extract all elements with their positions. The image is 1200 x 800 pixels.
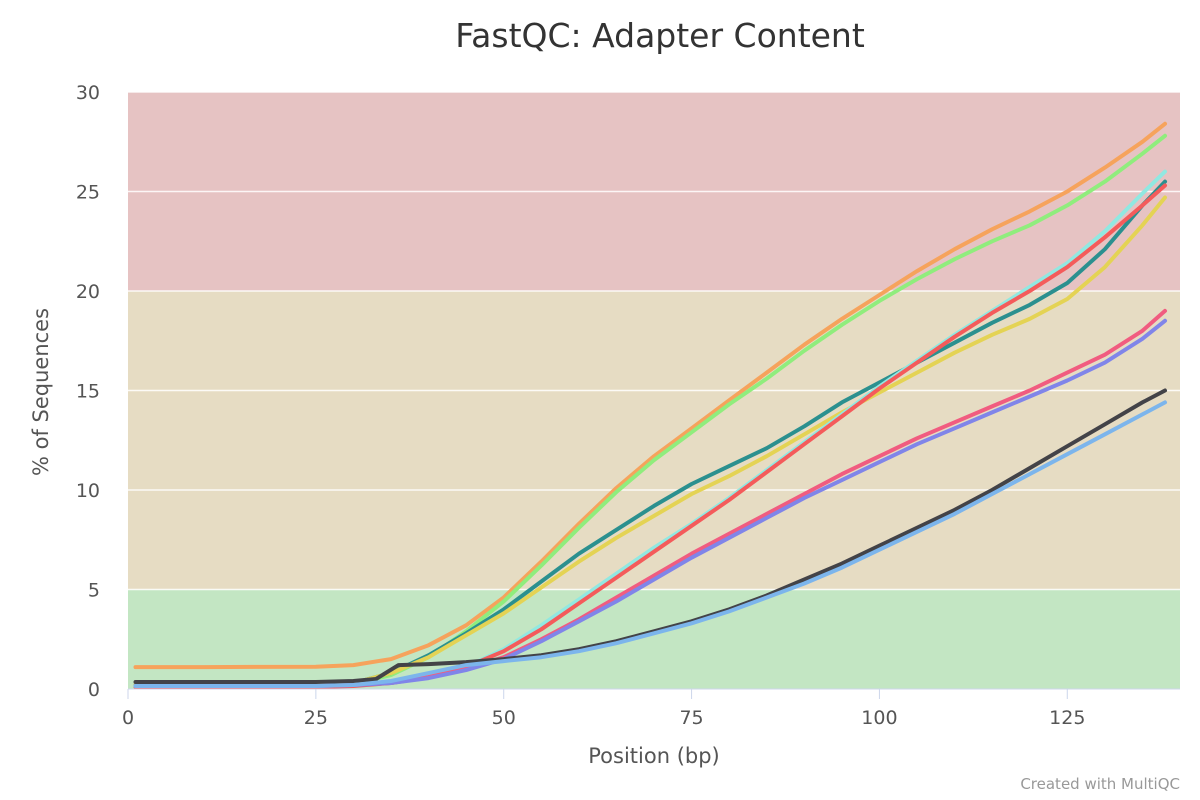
band-0 <box>128 590 1180 690</box>
y-tick-label: 30 <box>76 82 100 104</box>
x-tick-label: 75 <box>679 707 703 729</box>
y-tick-label: 10 <box>76 480 100 502</box>
x-tick-label: 125 <box>1049 707 1085 729</box>
x-axis-label: Position (bp) <box>588 744 720 768</box>
credit-text: Created with MultiQC <box>1020 775 1180 793</box>
x-tick-label: 0 <box>122 707 134 729</box>
x-tick-label: 25 <box>304 707 328 729</box>
y-tick-label: 20 <box>76 281 100 303</box>
y-tick-label: 15 <box>76 381 100 403</box>
chart-title: FastQC: Adapter Content <box>455 16 865 55</box>
y-axis-label: % of Sequences <box>29 308 53 476</box>
y-tick-label: 5 <box>88 580 100 602</box>
x-tick-label: 100 <box>861 707 897 729</box>
y-tick-label: 25 <box>76 182 100 204</box>
band-1 <box>128 291 1180 590</box>
y-axis-ticks: 0 5 10 15 20 25 30 <box>76 82 100 701</box>
x-axis-ticks: 0 25 50 75 100 125 <box>122 689 1085 729</box>
x-tick-label: 50 <box>492 707 516 729</box>
y-tick-label: 0 <box>88 679 100 701</box>
